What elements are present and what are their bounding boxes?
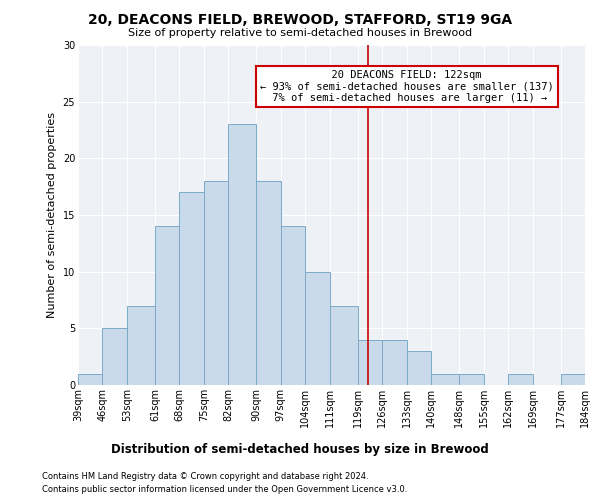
Bar xyxy=(281,226,305,385)
Text: Contains public sector information licensed under the Open Government Licence v3: Contains public sector information licen… xyxy=(42,485,407,494)
Bar xyxy=(560,374,585,385)
Y-axis label: Number of semi-detached properties: Number of semi-detached properties xyxy=(47,112,57,318)
Bar xyxy=(330,306,358,385)
Bar xyxy=(78,374,103,385)
Bar xyxy=(431,374,459,385)
Bar xyxy=(256,181,281,385)
Bar xyxy=(382,340,407,385)
Text: Distribution of semi-detached houses by size in Brewood: Distribution of semi-detached houses by … xyxy=(111,442,489,456)
Bar xyxy=(127,306,155,385)
Bar xyxy=(407,351,431,385)
Bar xyxy=(103,328,127,385)
Text: Contains HM Land Registry data © Crown copyright and database right 2024.: Contains HM Land Registry data © Crown c… xyxy=(42,472,368,481)
Bar xyxy=(229,124,256,385)
Bar xyxy=(179,192,204,385)
Bar xyxy=(305,272,330,385)
Bar xyxy=(204,181,229,385)
Bar xyxy=(358,340,382,385)
Text: 20, DEACONS FIELD, BREWOOD, STAFFORD, ST19 9GA: 20, DEACONS FIELD, BREWOOD, STAFFORD, ST… xyxy=(88,12,512,26)
Bar xyxy=(155,226,179,385)
Text: 20 DEACONS FIELD: 122sqm  
← 93% of semi-detached houses are smaller (137)
 7% o: 20 DEACONS FIELD: 122sqm ← 93% of semi-d… xyxy=(260,70,554,103)
Bar xyxy=(459,374,484,385)
Text: Size of property relative to semi-detached houses in Brewood: Size of property relative to semi-detach… xyxy=(128,28,472,38)
Bar xyxy=(508,374,533,385)
